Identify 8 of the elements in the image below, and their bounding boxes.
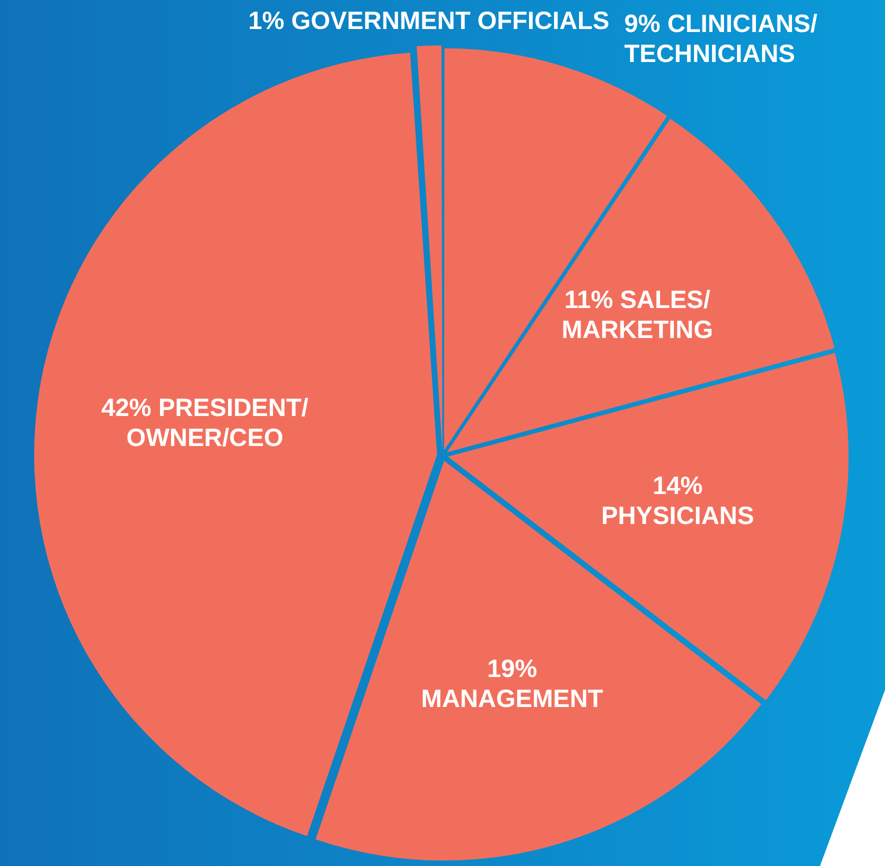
data-label: 19% — [487, 654, 538, 683]
slice-label: 11% SALES/MARKETING — [562, 286, 714, 344]
slice-label: PHYSICIANS — [601, 502, 754, 530]
slice-label: MANAGEMENT — [421, 684, 604, 713]
slice-label: 42% PRESIDENT/OWNER/CEO — [101, 394, 308, 452]
data-label: 14% — [652, 472, 703, 500]
slice-label: 1% GOVERNMENT OFFICIALS — [248, 6, 610, 35]
slice-label: 9% CLINICIANS/TECHNICIANS — [624, 10, 818, 68]
